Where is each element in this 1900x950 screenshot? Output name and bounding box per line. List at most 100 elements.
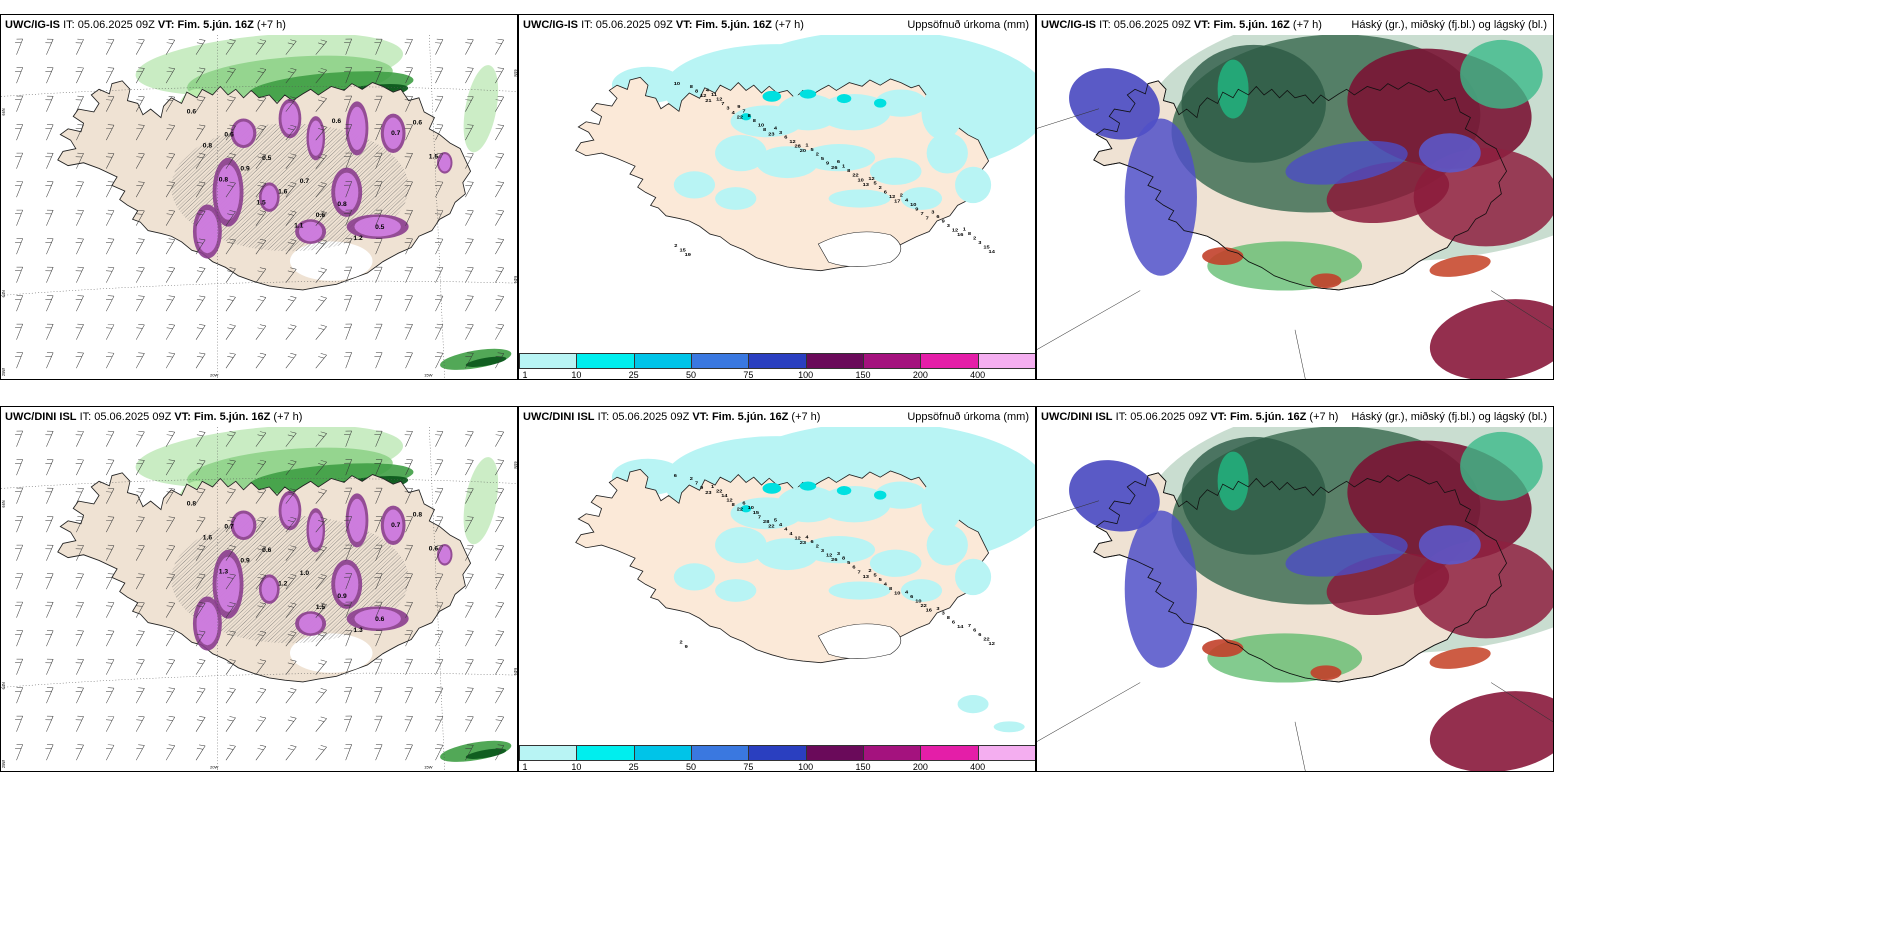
wind-value-label: 0.8 [337, 201, 347, 208]
precip-value-label: 16 [957, 233, 963, 239]
precip-value-label: 3 [837, 551, 840, 557]
precip-value-label: 7 [758, 515, 761, 521]
wind-value-label: 0.5 [262, 155, 272, 162]
panel-precip-ig-is: UWC/IG-IS IT: 05.06.2025 09Z VT: Fim. 5.… [518, 14, 1036, 380]
precip-value-label: 1 [711, 484, 714, 490]
colorbar-label: 400 [970, 370, 986, 380]
precip-value-label: 9 [700, 485, 703, 491]
precip-value-label: 6 [910, 594, 913, 600]
colorbar-swatch [633, 353, 692, 369]
precip-value-label: 10 [910, 202, 916, 208]
map-canvas: 6232222232613101614129828121278226227127… [519, 427, 1035, 745]
precip-value-label: 15 [679, 248, 685, 254]
colorbar-swatch [805, 745, 864, 761]
colorbar-label: 100 [798, 370, 814, 380]
precip-value-label: 23 [768, 132, 774, 138]
precip-value-label: 5 [821, 156, 824, 162]
precip-value-label: 6 [742, 501, 745, 507]
precip-value-label: 4 [905, 198, 908, 204]
precip-value-label: 4 [805, 535, 808, 541]
lon-label: 20W [210, 373, 219, 378]
precip-value-label: 10 [857, 178, 863, 184]
panel-subtitle: Uppsöfnuð úrkoma (mm) [907, 19, 1029, 31]
panel-wind-ig-is: UWC/IG-IS IT: 05.06.2025 09Z VT: Fim. 5.… [0, 14, 518, 380]
precip-value-label: 6 [784, 135, 787, 141]
precip-value-label: 9 [826, 161, 829, 167]
precip-value-label: 23 [705, 490, 711, 496]
colorbar-swatch [633, 745, 692, 761]
wind-value-label: 0.6 [375, 616, 385, 623]
precip-value-label: 8 [690, 84, 693, 90]
precip-value-label: 8 [947, 615, 950, 621]
precip-value-label: 5 [847, 560, 850, 566]
precip-value-label: 17 [894, 199, 900, 205]
colorbar-swatch [977, 353, 1035, 369]
wind-value-label: 0.7 [300, 178, 310, 185]
precip-value-label: 2 [879, 185, 882, 191]
precip-value-label: 2 [868, 568, 871, 574]
map-canvas: 66N 64N 25W 20W 15W 65N 64N 0.6 0.6 0.5 0.7 0.8 0.5 0… [1, 35, 517, 379]
precip-value-label: 4 [732, 110, 735, 116]
colorbar-swatch [863, 353, 922, 369]
colorbar-label: 200 [912, 762, 928, 772]
colorbar-swatch [576, 353, 635, 369]
precip-value-label: 12 [889, 194, 895, 200]
precip-value-label: 12 [989, 641, 995, 647]
precip-value-label: 12 [789, 139, 795, 145]
precip-value-label: 22 [852, 173, 858, 179]
precip-value-label: 3 [978, 240, 981, 246]
precip-value-label: 2 [674, 243, 677, 249]
panel-subtitle: Uppsöfnuð úrkoma (mm) [907, 411, 1029, 423]
wind-value-label: 0.6 [413, 120, 423, 127]
panel-header: UWC/DINI ISL IT: 05.06.2025 09Z VT: Fim.… [1, 407, 517, 427]
wind-value-label: 1.3 [219, 569, 229, 576]
graticule [1, 427, 517, 771]
precip-value-label: 26 [831, 165, 837, 171]
precip-value-label: 21 [705, 98, 711, 104]
colorbar-label: 10 [571, 370, 582, 380]
precip-value-label: 4 [706, 88, 709, 94]
wind-value-label: 1.6 [278, 189, 288, 196]
colorbar-label: 1 [522, 762, 528, 772]
wind-value-label: 1.5 [256, 200, 266, 207]
wind-value-label: 1.2 [278, 581, 288, 588]
wind-value-label: 1.1 [294, 223, 304, 230]
lat-label: 64N [513, 668, 517, 675]
precip-value-label: 6 [973, 628, 976, 634]
precip-value-label: 19 [685, 252, 691, 258]
precip-value-label: 14 [721, 493, 727, 499]
precip-value-label: 6 [852, 565, 855, 571]
panel-header: UWC/IG-IS IT: 05.06.2025 09Z VT: Fim. 5.… [1037, 15, 1553, 35]
panel-subtitle: Háský (gr.), miðský (fj.bl.) og lágský (… [1351, 19, 1547, 31]
precip-value-label: 2 [816, 544, 819, 550]
wind-value-label: 0.6 [262, 547, 272, 554]
panel-header: UWC/DINI ISL IT: 05.06.2025 09Z VT: Fim.… [1037, 407, 1553, 427]
colorbar-label: 25 [628, 370, 639, 380]
precip-value-label: 1 [963, 227, 966, 233]
colorbar-label: 50 [685, 762, 697, 772]
precip-value-label: 3 [726, 106, 729, 112]
map-canvas: 66N 64N 25W 20W 15W 65N 64N 0.8 0.7 0.6 1.0 0.9 0.6 0… [1, 427, 517, 771]
precip-value-label: 22 [737, 507, 743, 513]
precip-value-label: 8 [748, 113, 751, 119]
precip-value-label: 7 [968, 623, 971, 629]
precip-value-label: 9 [915, 207, 918, 213]
precip-value-label: 1 [805, 143, 808, 149]
precip-value-label: 2 [900, 193, 903, 199]
colorbar-label: 150 [855, 762, 871, 772]
precip-value-label: 5 [879, 577, 882, 583]
precip-value-label: 22 [920, 603, 926, 609]
precip-value-label: 3 [942, 611, 945, 617]
lon-label: 25W [1, 760, 6, 768]
lat-label: 64N [1, 290, 6, 297]
lat-label: 64N [1, 682, 6, 689]
precip-value-label: 3 [931, 210, 934, 216]
panel-header: UWC/DINI ISL IT: 05.06.2025 09Z VT: Fim.… [519, 407, 1035, 427]
precip-value-label: 6 [978, 632, 981, 638]
precip-value-label: 5 [873, 181, 876, 187]
precip-value-label: 12 [795, 536, 801, 542]
map-canvas [1037, 427, 1553, 771]
colorbar-swatch [576, 745, 635, 761]
precip-value-label: 3 [779, 130, 782, 136]
cloud-map [1037, 427, 1553, 771]
